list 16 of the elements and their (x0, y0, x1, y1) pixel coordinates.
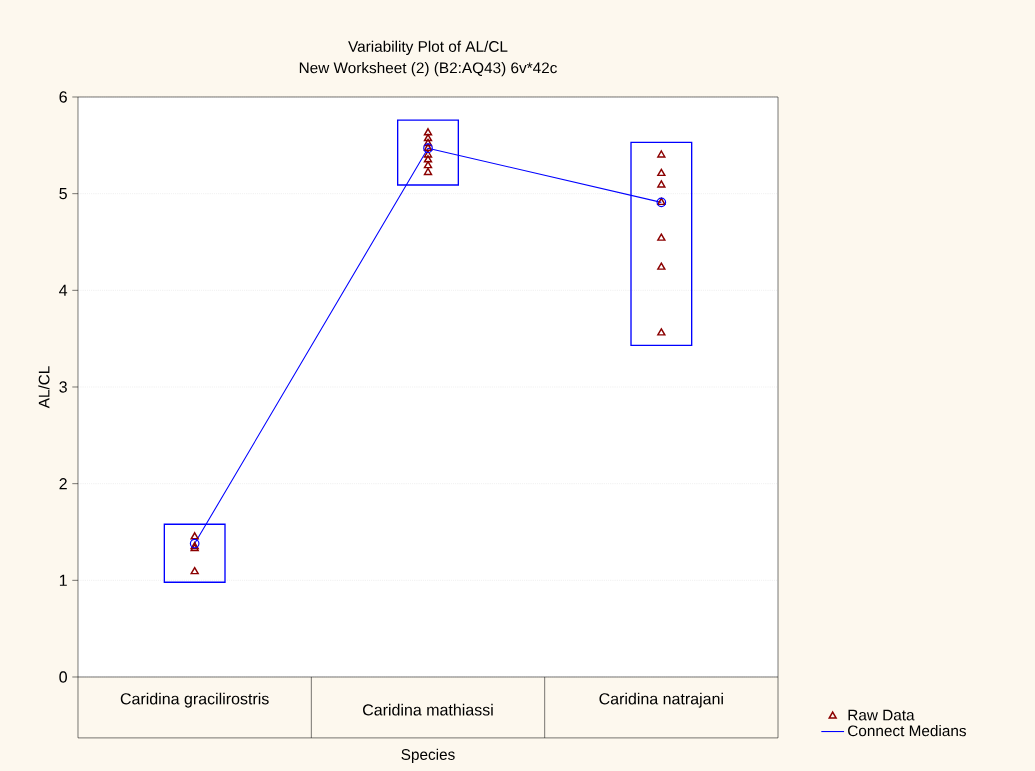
y-tick-label: 5 (59, 188, 67, 200)
y-tick-label: 6 (59, 91, 67, 103)
legend-label: Connect Medians (848, 725, 966, 737)
x-tick-label: Caridina gracilirostris (120, 692, 269, 708)
legend-label: Raw Data (848, 709, 915, 721)
x-tick-label: Caridina natrajani (599, 692, 723, 708)
y-tick-label: 4 (59, 284, 68, 296)
y-tick-label: 0 (59, 671, 67, 683)
x-tick-label: Caridina mathiassi (363, 703, 493, 716)
chart-title: Variability Plot of AL/CL (348, 40, 508, 55)
y-tick-label: 2 (59, 478, 67, 490)
y-tick-label: 3 (59, 381, 67, 393)
y-tick-label: 1 (59, 574, 67, 586)
chart-subtitle: New Worksheet (2) (B2:AQ43) 6v*42c (299, 62, 557, 77)
x-axis-title: Species (401, 748, 455, 763)
y-axis-title: AL/CL (38, 366, 50, 409)
